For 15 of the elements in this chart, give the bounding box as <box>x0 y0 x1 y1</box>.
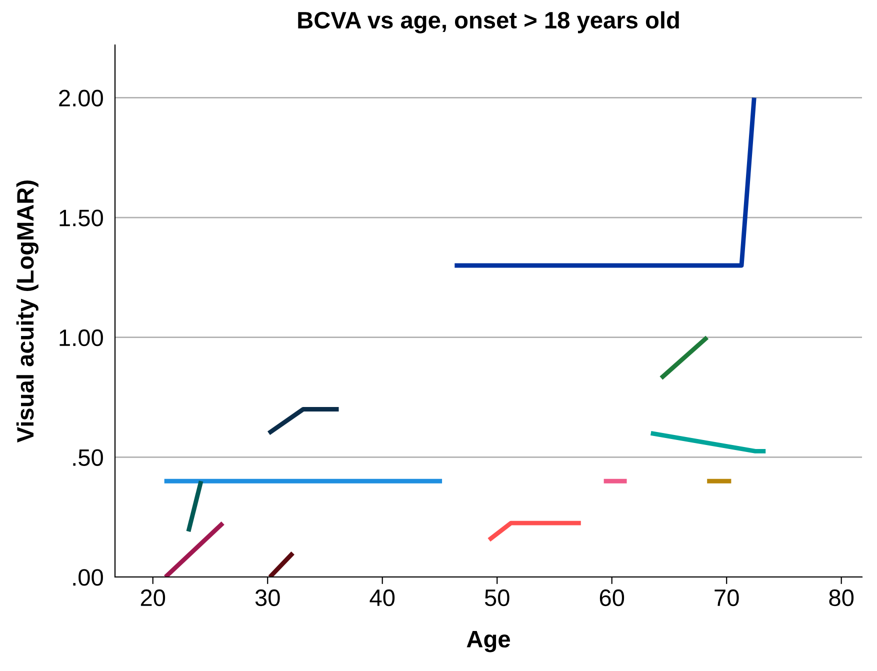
x-tick-label: 50 <box>484 589 510 606</box>
x-tick-label: 40 <box>370 589 395 606</box>
y-tick-label: 1.50 <box>60 210 103 226</box>
y-tick-label: 2.00 <box>59 90 103 107</box>
x-tick-label: 20 <box>140 589 166 606</box>
y-tick-label: 1.00 <box>60 329 103 346</box>
y-axis-title: Visual acuity (LogMAR) <box>16 180 38 442</box>
x-tick-label: 30 <box>255 589 280 606</box>
x-tick-label: 80 <box>829 589 854 606</box>
y-tick-label: .00 <box>73 569 103 586</box>
x-tick-label: 70 <box>714 589 739 606</box>
x-tick-label: 60 <box>600 589 624 606</box>
x-axis-title: Age <box>466 631 510 652</box>
y-tick-label: .50 <box>73 449 103 466</box>
chart-title: BCVA vs age, onset > 18 years old <box>298 11 679 34</box>
